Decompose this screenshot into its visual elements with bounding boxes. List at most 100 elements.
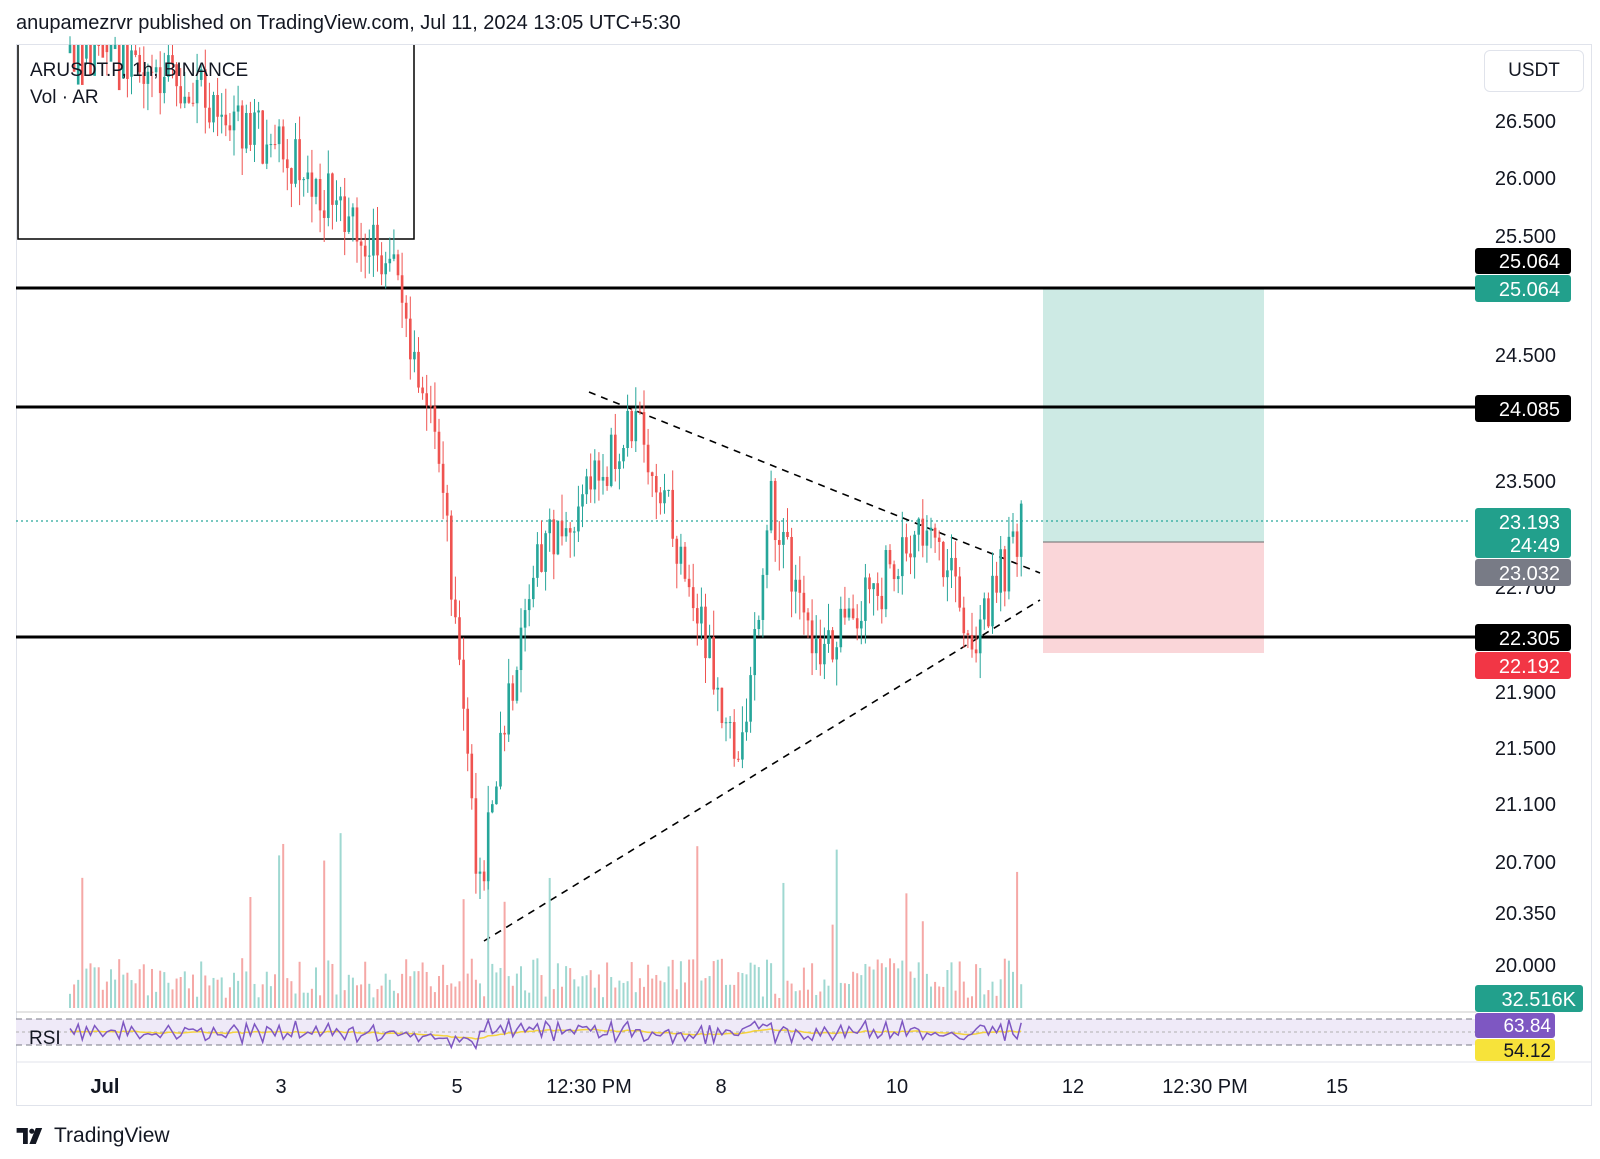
volume-bar bbox=[450, 983, 453, 1008]
candle-body bbox=[76, 45, 80, 85]
candle-body bbox=[937, 537, 941, 542]
volume-bar bbox=[233, 972, 235, 1008]
candle-body bbox=[507, 683, 510, 735]
volume-bar bbox=[384, 973, 387, 1008]
volume-bar bbox=[1003, 958, 1006, 1008]
volume-bar bbox=[93, 967, 96, 1008]
candle-body bbox=[954, 557, 957, 577]
volume-bar bbox=[651, 978, 654, 1008]
volume-bar bbox=[856, 973, 859, 1008]
volume-bar bbox=[388, 979, 391, 1008]
y-tick: 20.000 bbox=[1495, 955, 1556, 977]
volume-bar bbox=[995, 995, 998, 1008]
volume-bar bbox=[880, 963, 883, 1008]
volume-bar bbox=[643, 986, 645, 1008]
x-tick: 12:30 PM bbox=[546, 1076, 632, 1098]
candle-body bbox=[232, 111, 236, 131]
volume-bar bbox=[524, 990, 527, 1008]
range-box-drawing[interactable] bbox=[17, 45, 415, 240]
candle-body bbox=[1015, 531, 1019, 557]
candle-body bbox=[589, 476, 592, 490]
volume-bar bbox=[499, 967, 502, 1008]
volume-bar bbox=[356, 985, 358, 1008]
volume-bar bbox=[253, 983, 256, 1008]
currency-selector[interactable]: USDT bbox=[1484, 50, 1584, 92]
candle-body bbox=[491, 804, 494, 813]
volume-bar bbox=[245, 971, 248, 1008]
y-tick: 23.500 bbox=[1495, 471, 1556, 493]
candle-body bbox=[532, 577, 535, 600]
volume-bar bbox=[405, 959, 408, 1008]
volume-bar bbox=[515, 973, 518, 1008]
volume-bar bbox=[848, 984, 850, 1008]
volume-bar bbox=[659, 980, 662, 1008]
profit-zone[interactable] bbox=[1043, 289, 1264, 542]
volume-bar bbox=[655, 974, 658, 1008]
price-tag-level-22305[interactable]: 22.305 bbox=[1475, 624, 1571, 651]
volume-bar bbox=[392, 990, 395, 1008]
symbol-title[interactable]: ARUSDT.P, 1h, BINANCE bbox=[30, 60, 249, 81]
volume-bar bbox=[552, 989, 555, 1008]
volume-bar bbox=[290, 981, 293, 1008]
volume-bar bbox=[351, 977, 354, 1008]
volume-bar bbox=[536, 958, 539, 1008]
candle-body bbox=[113, 45, 117, 50]
price-tag-level-24085[interactable]: 24.085 bbox=[1475, 395, 1571, 422]
volume-bar bbox=[688, 959, 691, 1008]
price-tag-target-black[interactable]: 25.064 bbox=[1475, 248, 1571, 274]
triangle-lower-trendline[interactable] bbox=[483, 599, 1041, 942]
candle-body bbox=[978, 619, 982, 654]
indicator-title[interactable]: Vol · AR bbox=[30, 87, 99, 108]
volume-bar bbox=[216, 979, 219, 1008]
candle-body bbox=[925, 530, 929, 546]
candle-body bbox=[216, 95, 219, 117]
loss-zone[interactable] bbox=[1043, 542, 1264, 653]
volume-bar bbox=[163, 972, 166, 1008]
volume-bar bbox=[630, 962, 633, 1008]
volume-bar bbox=[876, 959, 879, 1008]
volume-bar bbox=[89, 963, 92, 1008]
candle-body bbox=[322, 210, 326, 218]
candle-body bbox=[581, 494, 584, 507]
volume-bar bbox=[741, 973, 744, 1008]
volume-bar bbox=[458, 981, 461, 1008]
candle-body bbox=[548, 519, 551, 534]
rsi-label: RSI bbox=[29, 1028, 61, 1049]
triangle-upper-trendline[interactable] bbox=[588, 391, 1041, 574]
price-tag-last-price[interactable]: 23.193 24:49 bbox=[1475, 508, 1571, 558]
volume-bar bbox=[528, 992, 531, 1008]
candle-body bbox=[478, 871, 482, 874]
volume-bar bbox=[495, 972, 498, 1008]
candle-body bbox=[577, 506, 580, 532]
candle-body bbox=[696, 608, 699, 624]
tradingview-logo[interactable]: TradingView bbox=[16, 1124, 170, 1148]
candle-body bbox=[560, 520, 564, 537]
candle-body bbox=[199, 69, 203, 80]
price-tag-entry[interactable]: 23.032 bbox=[1475, 559, 1571, 586]
candle-body bbox=[536, 544, 539, 578]
candle-body bbox=[732, 722, 736, 759]
volume-bar bbox=[966, 997, 969, 1008]
rsi-ma-tag[interactable]: 54.12 bbox=[1475, 1039, 1555, 1062]
rsi-tag[interactable]: 63.84 bbox=[1475, 1013, 1555, 1038]
price-tag-stop[interactable]: 22.192 bbox=[1475, 652, 1571, 679]
volume-bar bbox=[790, 983, 793, 1008]
price-tag-target-green[interactable]: 25.064 bbox=[1475, 275, 1571, 302]
candle-body bbox=[769, 480, 773, 531]
candle-body bbox=[482, 871, 486, 882]
candle-body bbox=[630, 410, 633, 442]
candle-body bbox=[638, 411, 642, 413]
candle-body bbox=[146, 71, 150, 84]
volume-bar bbox=[618, 980, 621, 1008]
volume-bar bbox=[823, 979, 826, 1008]
chart-legend[interactable]: ARUSDT.P, 1h, BINANCE Vol · AR bbox=[30, 57, 248, 111]
candle-body bbox=[728, 722, 732, 724]
candle-body bbox=[474, 798, 478, 874]
volume-bar bbox=[474, 979, 477, 1008]
volume-tag[interactable]: 32.516K bbox=[1475, 985, 1583, 1012]
volume-bar bbox=[269, 986, 272, 1008]
volume-bar bbox=[315, 967, 317, 1008]
volume-bar bbox=[179, 977, 182, 1008]
volume-bar bbox=[946, 970, 949, 1008]
